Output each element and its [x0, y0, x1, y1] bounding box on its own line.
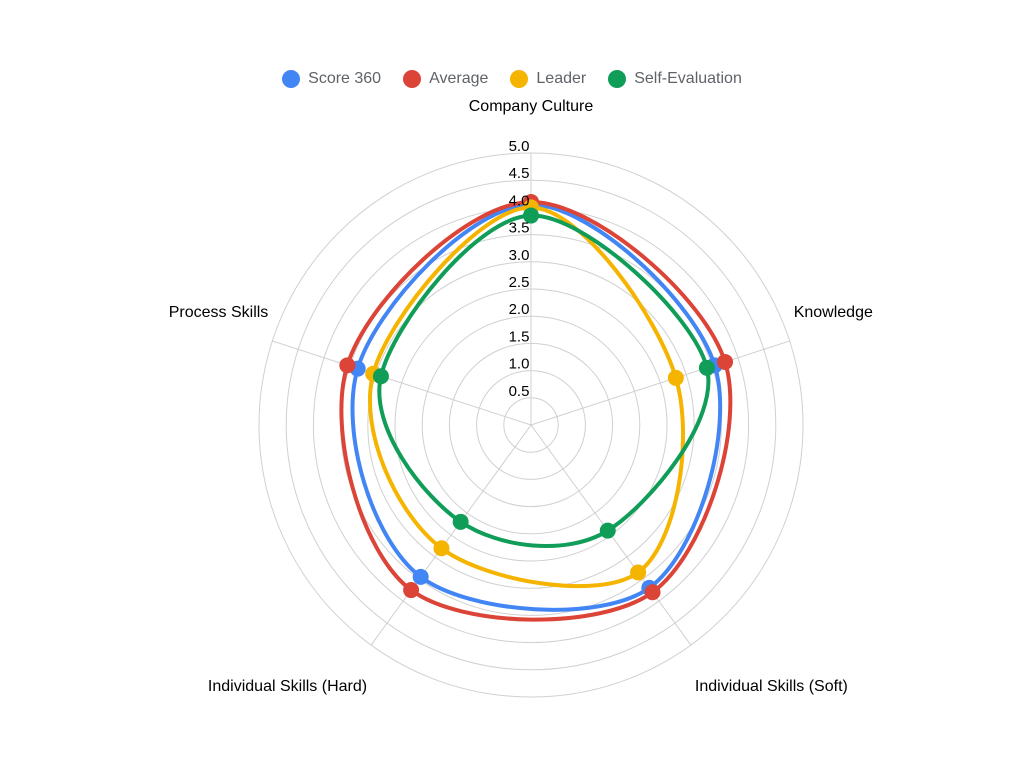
legend-label-leader: Leader	[536, 70, 587, 87]
data-point-average-process-skills[interactable]	[339, 357, 356, 374]
spoke-knowledge	[530, 340, 790, 426]
data-point-self-evaluation-company-culture[interactable]	[523, 207, 539, 224]
tick-label: 3.5	[509, 220, 530, 237]
legend-label-self-evaluation: Self-Evaluation	[634, 70, 742, 87]
series-leader	[365, 199, 686, 589]
data-point-leader-individual-skills-soft[interactable]	[630, 564, 647, 581]
spoke-individual-skills-hard	[370, 424, 532, 646]
series-average	[339, 193, 734, 622]
axis-label-company-culture: Company Culture	[469, 98, 594, 115]
data-point-leader-individual-skills-hard[interactable]	[433, 540, 450, 557]
tick-label: 3.0	[509, 247, 530, 264]
data-point-self-evaluation-knowledge[interactable]	[698, 359, 715, 376]
data-point-average-knowledge[interactable]	[717, 353, 734, 370]
radar-axis-labels: Company Culture Knowledge Individual Skill…	[169, 98, 873, 695]
radar-series	[339, 193, 734, 622]
spoke-process-skills	[272, 340, 532, 426]
series-line-average[interactable]	[339, 199, 733, 622]
data-point-score-360-individual-skills-hard[interactable]	[412, 568, 429, 585]
legend-label-score-360: Score 360	[308, 70, 382, 87]
legend-item-score-360[interactable]: Score 360	[282, 70, 381, 88]
legend-label-average: Average	[429, 70, 489, 87]
legend-marker-self-evaluation	[608, 70, 627, 88]
axis-label-knowledge: Knowledge	[794, 304, 873, 321]
legend-marker-average	[403, 70, 422, 88]
legend-item-self-evaluation[interactable]: Self-Evaluation	[608, 70, 742, 88]
data-point-self-evaluation-individual-skills-hard[interactable]	[452, 513, 469, 530]
tick-label: 1.0	[509, 356, 530, 373]
data-point-average-individual-skills-hard[interactable]	[403, 582, 420, 599]
axis-label-process-skills: Process Skills	[169, 304, 269, 321]
data-point-leader-knowledge[interactable]	[667, 369, 684, 386]
tick-label: 0.5	[509, 383, 530, 400]
data-point-self-evaluation-process-skills[interactable]	[372, 368, 389, 385]
series-line-leader[interactable]	[367, 205, 686, 589]
tick-label: 1.5	[509, 328, 530, 345]
axis-label-individual-skills-hard: Individual Skills (Hard)	[208, 678, 367, 695]
radar-spokes	[272, 153, 790, 646]
series-line-self-evaluation[interactable]	[377, 213, 711, 548]
tick-label: 4.0	[509, 192, 530, 209]
axis-label-individual-skills-soft: Individual Skills (Soft)	[695, 678, 848, 695]
series-line-score-360[interactable]	[350, 202, 723, 612]
series-self-evaluation	[372, 207, 715, 548]
tick-label: 2.5	[509, 274, 530, 291]
legend-marker-leader	[510, 70, 529, 88]
tick-label: 4.5	[509, 165, 530, 182]
legend-item-leader[interactable]: Leader	[510, 70, 586, 88]
data-point-self-evaluation-individual-skills-soft[interactable]	[599, 522, 616, 539]
tick-label: 5.0	[509, 138, 530, 155]
legend-marker-score-360	[282, 70, 301, 88]
legend-item-average[interactable]: Average	[403, 70, 488, 88]
tick-label: 2.0	[509, 301, 530, 318]
data-point-average-individual-skills-soft[interactable]	[644, 584, 661, 601]
series-score-360	[349, 196, 723, 612]
legend: Score 360 Average Leader Self-Evaluation	[0, 70, 1024, 88]
radar-tick-labels: 0.5 1.0 1.5 2.0 2.5 3.0 3.5 4.0 4.5 5.0	[509, 138, 530, 400]
